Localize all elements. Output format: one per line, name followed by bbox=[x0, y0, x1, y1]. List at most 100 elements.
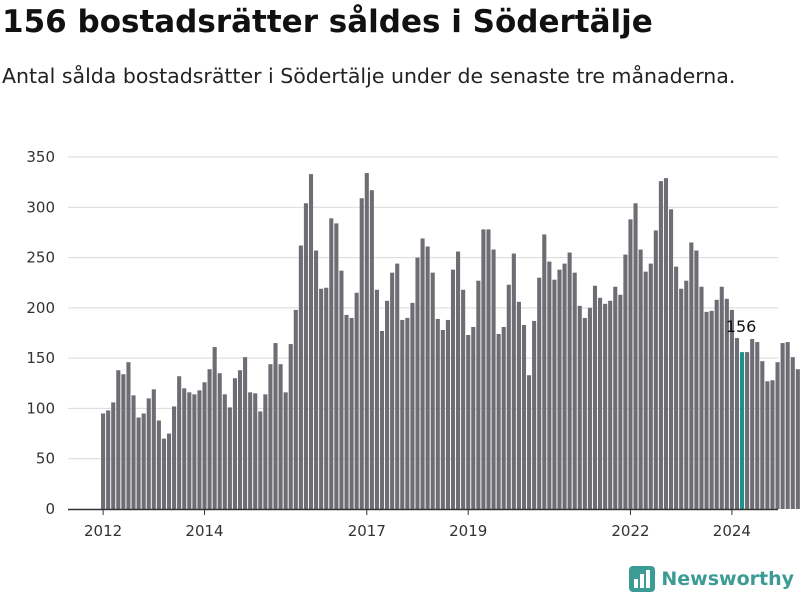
bar bbox=[248, 392, 253, 509]
bar bbox=[790, 357, 795, 509]
bar bbox=[288, 344, 293, 509]
bar bbox=[669, 209, 674, 510]
bar bbox=[349, 317, 354, 509]
bar bbox=[456, 251, 461, 510]
x-axis bbox=[68, 508, 778, 515]
bar bbox=[136, 417, 141, 509]
bar bbox=[440, 329, 445, 509]
bar bbox=[126, 362, 131, 509]
newsworthy-icon bbox=[629, 566, 656, 592]
bar bbox=[587, 307, 592, 509]
bar bbox=[339, 270, 344, 509]
bar bbox=[785, 342, 790, 509]
bar bbox=[400, 319, 405, 509]
bar bbox=[623, 254, 628, 509]
bar bbox=[633, 203, 638, 509]
bar bbox=[141, 413, 146, 509]
bar bbox=[385, 300, 390, 509]
bar bbox=[648, 263, 653, 509]
bar bbox=[268, 364, 273, 509]
bar bbox=[303, 203, 308, 509]
bar bbox=[552, 279, 557, 509]
x-tick-label: 2012 bbox=[84, 522, 122, 540]
bar bbox=[278, 364, 283, 509]
chart-title: 156 bostadsrätter såldes i Södertälje bbox=[2, 4, 653, 40]
bar bbox=[106, 410, 111, 509]
bar bbox=[501, 326, 506, 509]
bar bbox=[562, 263, 567, 509]
bar bbox=[653, 230, 658, 510]
bar bbox=[506, 284, 511, 509]
bar bbox=[273, 343, 278, 509]
bar bbox=[486, 229, 491, 509]
bar bbox=[207, 369, 212, 509]
bar bbox=[461, 289, 466, 509]
bar bbox=[319, 288, 324, 509]
bar bbox=[237, 370, 243, 509]
bar bbox=[760, 361, 765, 509]
bar bbox=[258, 411, 263, 509]
bar bbox=[521, 324, 527, 509]
bar bbox=[161, 438, 166, 509]
bar-highlight bbox=[740, 352, 745, 509]
x-tick-label: 2022 bbox=[611, 522, 649, 540]
bar bbox=[496, 334, 501, 509]
x-tick-label: 2014 bbox=[185, 522, 223, 540]
bar bbox=[674, 266, 679, 509]
bar bbox=[253, 393, 258, 509]
brand-name: Newsworthy bbox=[661, 568, 794, 590]
bar bbox=[182, 388, 187, 509]
bar bbox=[425, 246, 430, 509]
bar bbox=[795, 369, 800, 509]
bar bbox=[116, 370, 121, 509]
bar bbox=[618, 294, 623, 509]
bar bbox=[369, 190, 374, 509]
bar bbox=[709, 310, 714, 509]
bar bbox=[719, 286, 724, 509]
bar bbox=[572, 272, 577, 509]
bar bbox=[151, 389, 156, 509]
bar bbox=[658, 181, 663, 509]
bar bbox=[283, 392, 288, 509]
bar bbox=[298, 245, 303, 509]
bar bbox=[755, 342, 760, 509]
bar bbox=[547, 261, 552, 509]
bar bbox=[734, 338, 740, 509]
bar bbox=[598, 297, 603, 509]
bar bbox=[567, 252, 572, 510]
bar bbox=[582, 317, 587, 509]
bar bbox=[390, 272, 395, 509]
bar bbox=[481, 229, 486, 509]
bar bbox=[663, 178, 669, 509]
bar bbox=[694, 250, 699, 509]
bar bbox=[156, 420, 161, 509]
bar bbox=[344, 314, 349, 509]
y-tick-label: 50 bbox=[36, 450, 55, 468]
bar bbox=[516, 301, 521, 509]
bar bbox=[466, 335, 471, 509]
y-tick-label: 300 bbox=[26, 198, 55, 216]
bar bbox=[724, 298, 729, 509]
bar bbox=[395, 263, 400, 509]
bar bbox=[177, 376, 182, 509]
bar bbox=[420, 238, 425, 509]
bar bbox=[476, 280, 481, 509]
bar bbox=[628, 219, 633, 509]
bar bbox=[613, 286, 618, 509]
chart-subtitle: Antal sålda bostadsrätter i Södertälje u… bbox=[2, 64, 736, 88]
bar bbox=[603, 303, 608, 509]
bar bbox=[121, 374, 126, 509]
brand-logo: Newsworthy bbox=[629, 566, 794, 592]
bar bbox=[608, 300, 613, 509]
bar bbox=[527, 375, 532, 509]
bar bbox=[101, 413, 106, 509]
x-tick-label: 2019 bbox=[449, 522, 487, 540]
bar bbox=[780, 343, 785, 509]
bar bbox=[511, 253, 516, 509]
bar bbox=[187, 392, 192, 509]
bar bbox=[202, 382, 207, 509]
bar bbox=[765, 381, 770, 509]
bar bbox=[714, 299, 719, 509]
bar bbox=[329, 218, 334, 509]
